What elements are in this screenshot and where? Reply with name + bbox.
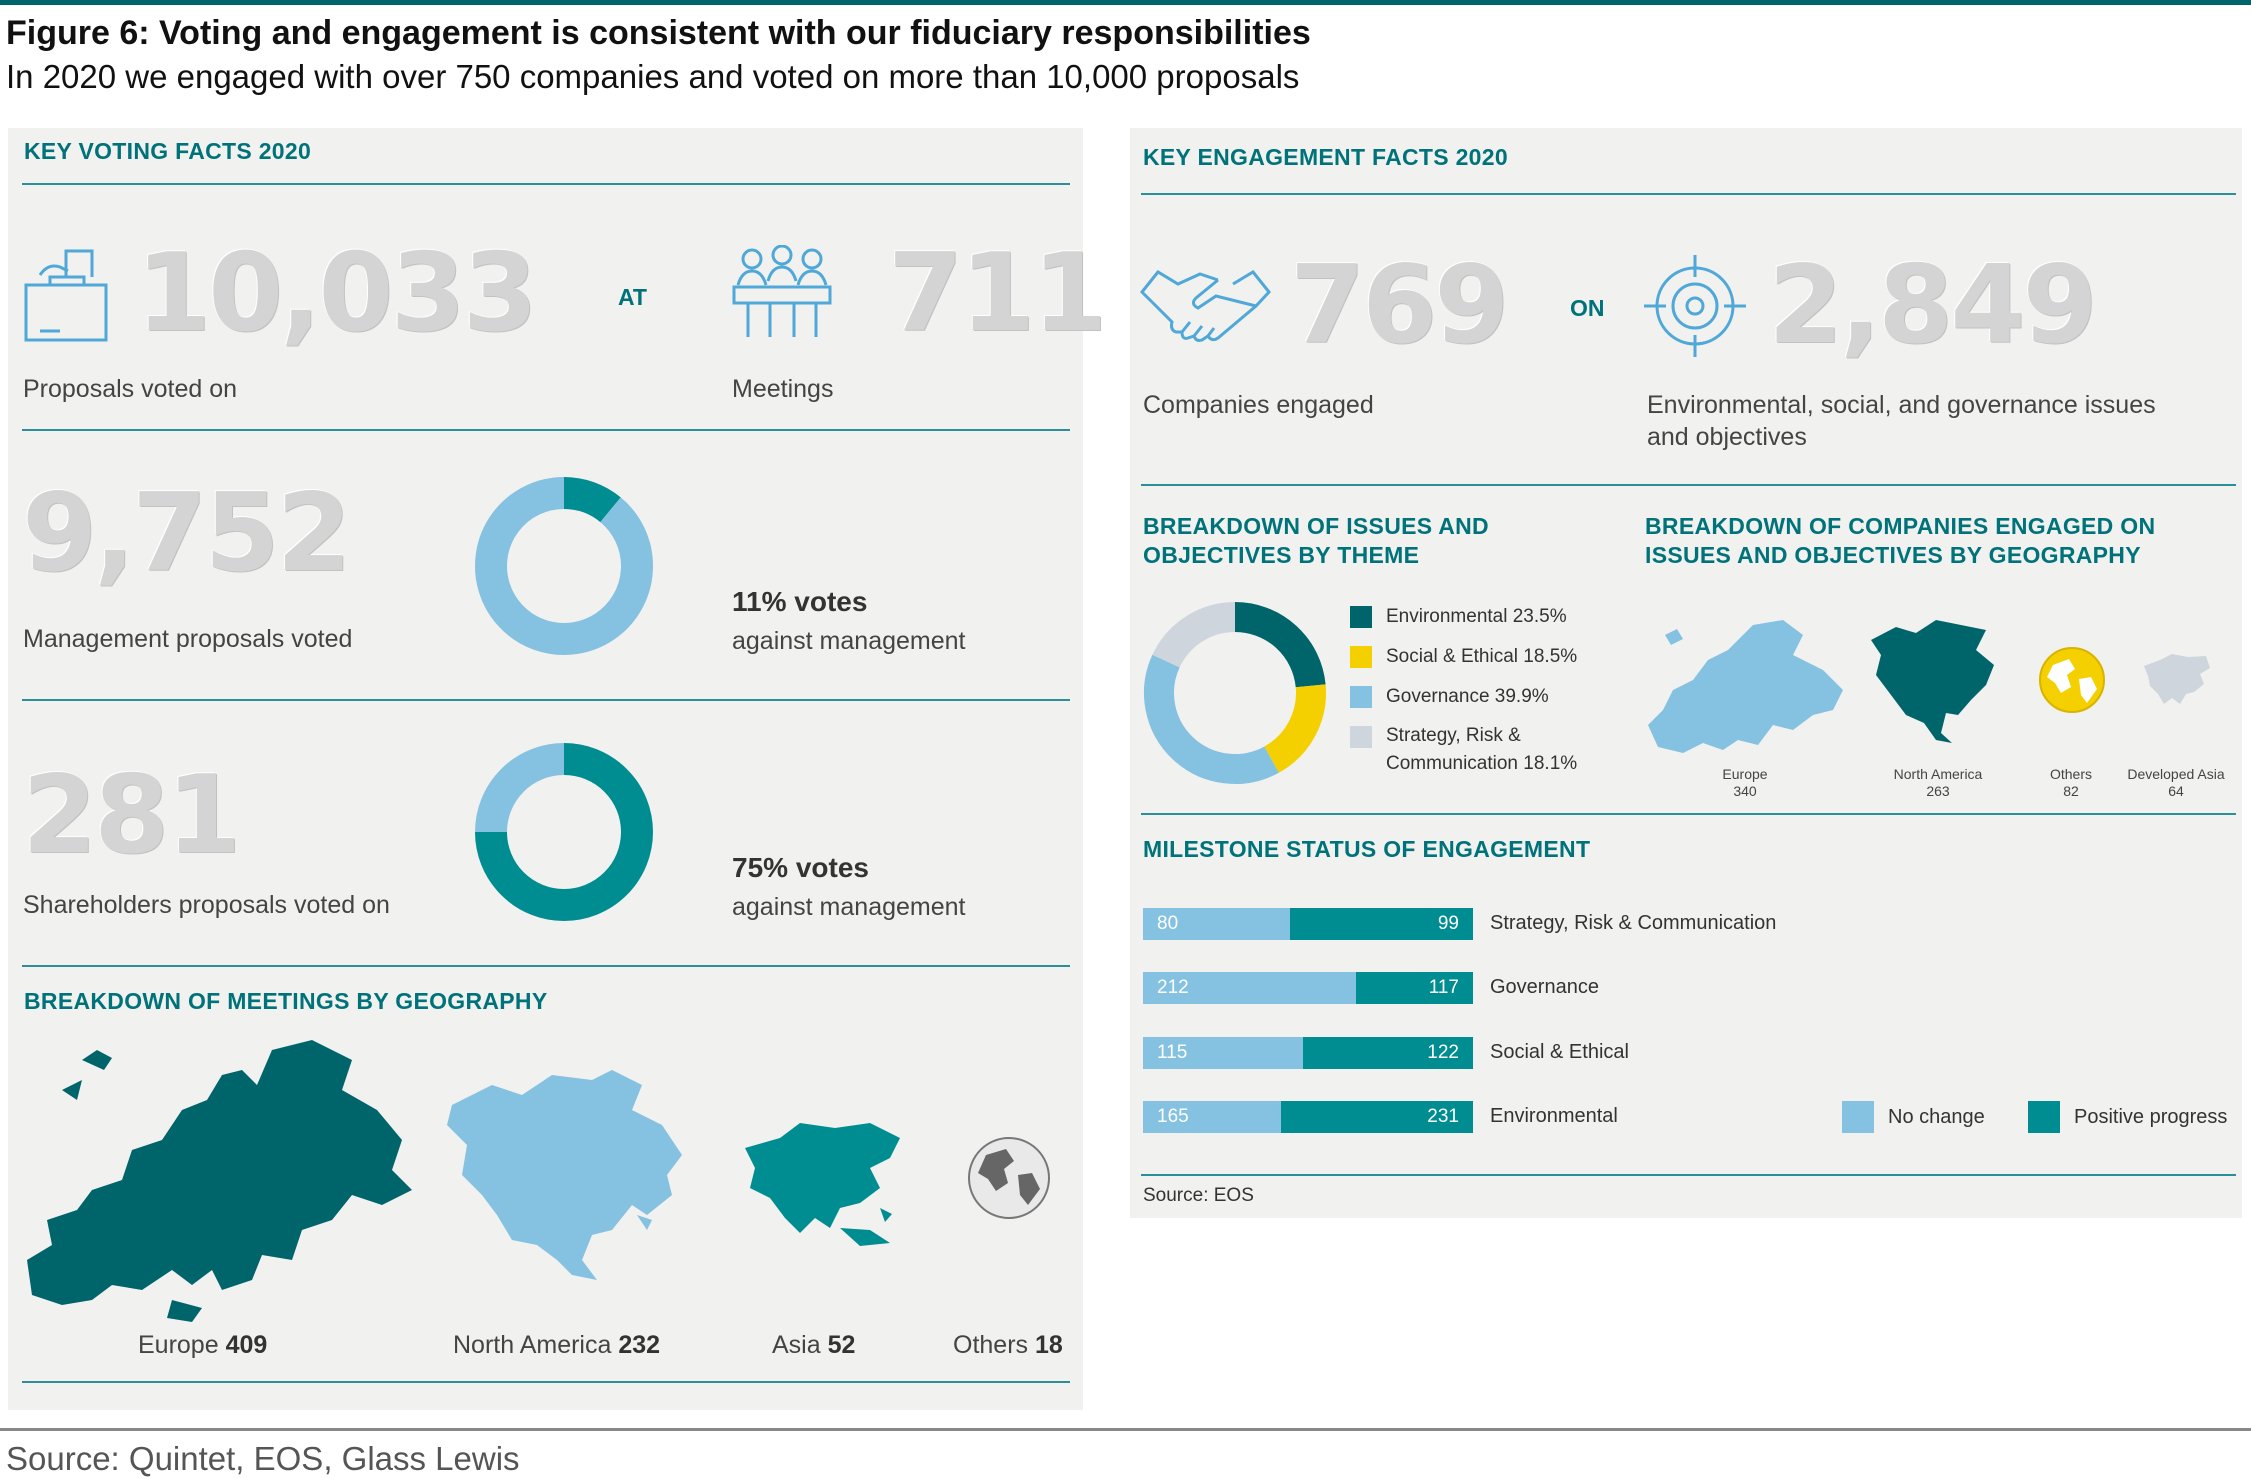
voting-heading: KEY VOTING FACTS 2020 [24,138,312,164]
europe-map-icon [1648,620,1843,753]
north-america-map-icon [1871,620,1994,743]
bar-no-change: 115 [1143,1037,1304,1069]
proposals-value: 10,033 [136,231,538,356]
bar-positive-progress: 117 [1355,972,1473,1004]
legend-item-no-change: No change [1842,1101,1985,1133]
companies-label: Companies engaged [1143,391,1374,419]
ballot-box-icon [24,249,108,342]
divider [22,183,1070,185]
legend-item-strategy: Strategy, Risk & Communication 18.1% [1350,725,1577,778]
management-value: 9,752 [22,471,352,596]
bar-no-change: 80 [1143,908,1291,940]
figure-title: Figure 6: Voting and engagement is consi… [6,14,1311,52]
legend-swatch [1350,606,1372,628]
meetings-value: 711 [888,231,1107,356]
divider [22,1381,1070,1383]
figure-source: Source: Quintet, EOS, Glass Lewis [6,1440,520,1477]
legend-item-governance: Governance 39.9% [1350,686,1549,708]
divider [1141,193,2236,195]
on-connector: ON [1570,295,1605,321]
meetings-geo-heading: BREAKDOWN OF MEETINGS BY GEOGRAPHY [24,988,548,1014]
legend-item-positive-progress: Positive progress [2028,1101,2227,1133]
theme-donut-chart [1144,602,1326,784]
bar-no-change: 212 [1143,972,1356,1004]
bar-positive-progress: 99 [1290,908,1473,940]
donut-slice [1152,602,1236,668]
divider [1141,1174,2236,1176]
shareholder-value: 281 [22,753,241,878]
divider [1141,484,2236,486]
milestone-heading: MILESTONE STATUS OF ENGAGEMENT [1143,836,1591,862]
meetings-geo-label: Europe 409 [138,1331,268,1359]
bar-category-label: Social & Ethical [1490,1041,1629,1063]
divider [1141,813,2236,815]
bottom-rule [0,1428,2251,1431]
milestone-bar-row: 165 231 [1143,1101,1473,1133]
companies-geo-label: Europe 340 [1722,766,1768,799]
companies-geo-label: Others 82 [2049,766,2092,799]
bar-no-change: 165 [1143,1101,1281,1133]
shareholder-votes-caption: against management [732,893,966,921]
donut-slice [475,477,653,655]
donut-slice [475,743,565,833]
bar-positive-progress: 122 [1303,1037,1473,1069]
shareholder-label: Shareholders proposals voted on [23,891,390,919]
meetings-geo-label: North America 232 [453,1331,661,1359]
legend-item-environmental: Environmental 23.5% [1350,606,1567,628]
engagement-source: Source: EOS [1143,1185,1254,1206]
issues-value: 2,849 [1768,243,2098,368]
europe-map-icon [27,1040,412,1322]
target-icon [1644,255,1746,357]
legend-swatch [1350,686,1372,708]
globe-icon [968,1137,1050,1219]
at-connector: AT [618,284,647,310]
management-label: Management proposals voted [23,625,353,653]
shareholder-votes-pct: 75% votes [732,852,869,883]
issues-label-line1: Environmental, social, and governance is… [1647,391,2156,419]
management-votes-pct: 11% votes [732,586,868,617]
legend-swatch [2028,1101,2060,1133]
donut-slice [475,743,653,921]
meetings-geo-label: Asia 52 [772,1331,856,1359]
donut-slice [563,477,621,523]
figure-subtitle: In 2020 we engaged with over 750 compani… [6,58,1300,95]
bar-positive-progress: 231 [1280,1101,1473,1133]
bar-category-label: Environmental [1490,1105,1618,1127]
asia-map-icon [2144,654,2210,704]
donut-slice [1234,602,1326,688]
legend-swatch [1842,1101,1874,1133]
issues-label-line2: and objectives [1647,423,1807,451]
globe-icon [2039,647,2105,713]
top-rule [0,0,2251,5]
proposals-label: Proposals voted on [23,375,238,403]
asia-map-icon [745,1123,900,1246]
management-donut-chart [475,477,653,655]
donut-slice [1263,684,1326,773]
meetings-geo-label: Others 18 [953,1331,1063,1359]
legend-item-social: Social & Ethical 18.5% [1350,646,1577,668]
management-votes-caption: against management [732,627,966,655]
companies-geo-heading: BREAKDOWN OF COMPANIES ENGAGED ON ISSUES … [1645,513,2156,568]
companies-geo-label: North America 263 [1893,766,1983,799]
divider [22,699,1070,701]
theme-heading: BREAKDOWN OF ISSUES AND OBJECTIVES BY THE… [1143,513,1489,568]
bar-category-label: Strategy, Risk & Communication [1490,912,1777,934]
meeting-people-icon [732,245,832,337]
milestone-bar-row: 115 122 [1143,1037,1473,1069]
milestone-bar-row: 80 99 [1143,908,1473,940]
shareholder-donut-chart [475,743,653,921]
handshake-icon [1139,270,1271,342]
divider [22,429,1070,431]
milestone-bar-row: 212 117 [1143,972,1473,1004]
north-america-map-icon [447,1070,682,1280]
bar-category-label: Governance [1490,976,1599,998]
companies-geo-label: Developed Asia 64 [2127,766,2225,799]
companies-value: 769 [1290,243,1509,368]
engagement-heading: KEY ENGAGEMENT FACTS 2020 [1143,144,1508,170]
divider [22,965,1070,967]
legend-swatch [1350,646,1372,668]
legend-swatch [1350,726,1372,748]
donut-slice [1144,654,1279,784]
meetings-label: Meetings [732,375,834,403]
